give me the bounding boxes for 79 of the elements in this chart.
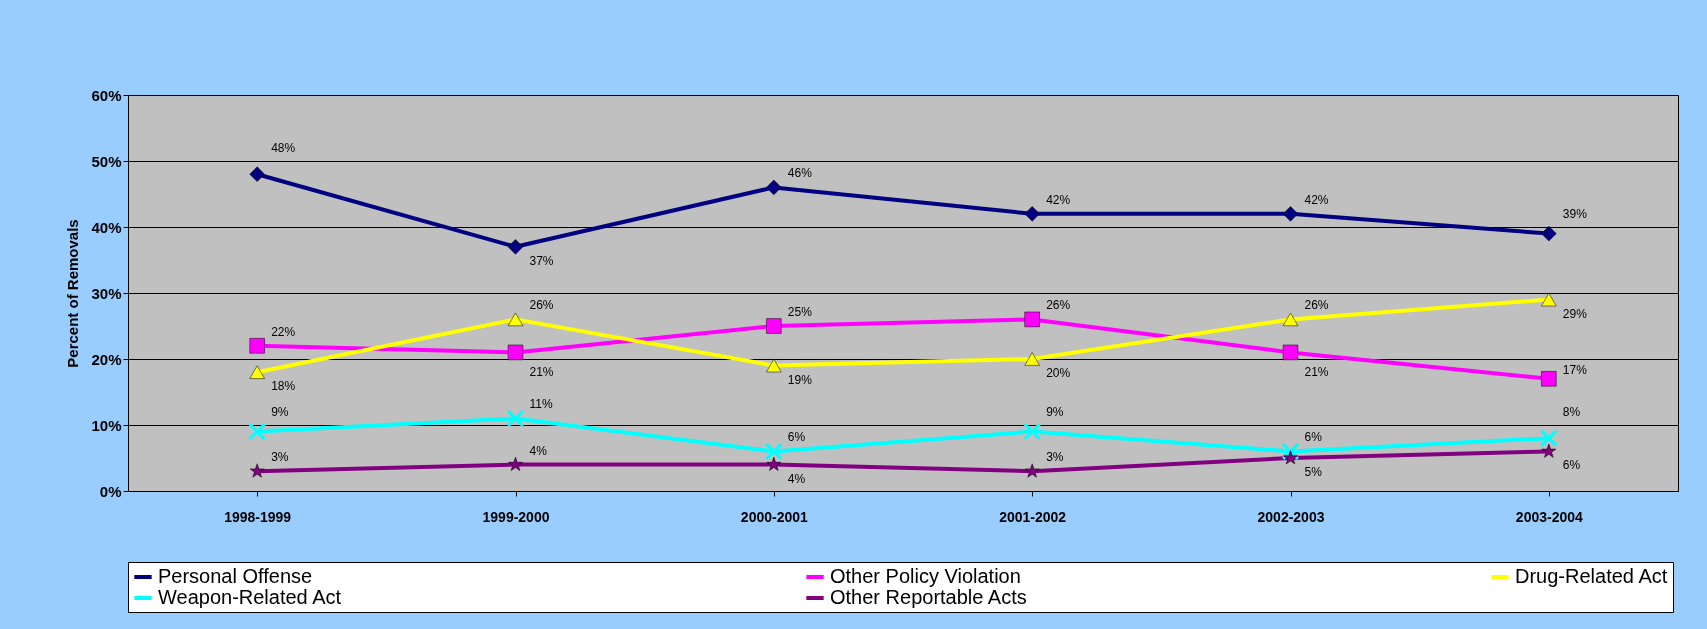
point — [1539, 429, 1558, 448]
x-tick-label: 1998-1999 — [224, 508, 292, 525]
data-label: 8% — [1562, 405, 1581, 420]
legend-label: Drug-Related Act — [1515, 565, 1668, 587]
data-label: 6% — [1562, 458, 1581, 473]
data-label: 22% — [271, 324, 296, 339]
data-label: 29% — [1562, 306, 1588, 321]
data-label: 25% — [787, 305, 813, 319]
point — [1282, 206, 1299, 222]
data-label: 42% — [1304, 192, 1329, 207]
data-label: 37% — [529, 253, 554, 268]
data-label: 18% — [271, 379, 296, 394]
data-label: 39% — [1562, 206, 1588, 221]
point — [1541, 443, 1557, 458]
point — [766, 456, 782, 471]
point — [1281, 442, 1300, 461]
point — [1282, 312, 1299, 327]
legend-label: Personal Offense — [158, 565, 313, 587]
data-label: 17% — [1562, 362, 1588, 377]
data-label: 5% — [1304, 465, 1323, 479]
y-axis-title: Percent of Removals — [64, 219, 82, 368]
y-tick-label: 20% — [91, 350, 122, 368]
x-tick-label: 2000-2001 — [740, 508, 809, 525]
legend-label: Other Reportable Acts — [830, 586, 1027, 608]
data-label: 20% — [1046, 366, 1071, 380]
y-tick-label: 0% — [99, 482, 122, 500]
point — [249, 338, 265, 354]
point — [1283, 450, 1298, 465]
point — [766, 179, 782, 196]
x-tick-label: 1999-2000 — [482, 508, 550, 525]
x-tick-label: 2001-2002 — [999, 508, 1067, 525]
y-tick-label: 60% — [91, 86, 122, 104]
point — [1024, 463, 1040, 478]
point — [507, 312, 524, 327]
y-tick-label: 30% — [91, 284, 122, 302]
point — [1541, 225, 1557, 242]
data-label: 21% — [529, 365, 554, 380]
data-label: 26% — [529, 298, 554, 313]
data-label: 42% — [1046, 192, 1071, 207]
point — [1282, 344, 1299, 361]
point — [1541, 292, 1557, 307]
point — [506, 409, 525, 428]
point — [766, 318, 782, 334]
data-label: 46% — [787, 166, 813, 181]
data-label: 3% — [271, 450, 289, 465]
data-label: 4% — [787, 471, 806, 486]
y-tick-label: 40% — [91, 218, 122, 236]
point — [249, 365, 265, 379]
data-label: 19% — [787, 372, 813, 387]
point — [248, 422, 267, 441]
data-label: 9% — [271, 404, 289, 419]
y-tick-label: 10% — [91, 416, 122, 434]
point — [507, 344, 524, 361]
data-label: 3% — [1046, 450, 1064, 465]
data-label: 6% — [787, 430, 806, 445]
data-label: 9% — [1046, 404, 1064, 419]
x-tick-label: 2002-2003 — [1257, 508, 1325, 525]
point — [766, 358, 782, 373]
point — [1023, 422, 1042, 441]
point — [1541, 371, 1557, 387]
x-tick-label: 2003-2004 — [1515, 508, 1584, 525]
point — [764, 442, 783, 461]
data-label: 6% — [1304, 430, 1323, 445]
point — [1024, 352, 1040, 366]
data-label: 26% — [1304, 298, 1329, 313]
point — [507, 239, 524, 255]
point — [249, 463, 265, 478]
data-label: 48% — [271, 141, 296, 156]
point — [508, 456, 523, 471]
data-label: 26% — [1046, 298, 1071, 313]
point — [249, 166, 265, 182]
legend-label: Weapon-Related Act — [158, 586, 342, 608]
data-label: 4% — [529, 443, 548, 458]
y-tick-label: 50% — [91, 152, 122, 170]
legend-label: Other Policy Violation — [830, 565, 1021, 587]
data-label: 21% — [1304, 365, 1329, 380]
data-label: 11% — [529, 397, 553, 412]
point — [1024, 311, 1040, 328]
point — [1024, 206, 1040, 222]
